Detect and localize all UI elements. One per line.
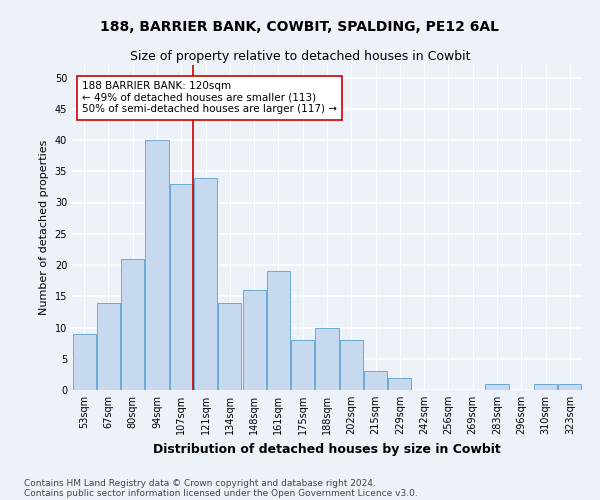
Bar: [291, 340, 314, 390]
Bar: [218, 302, 241, 390]
Bar: [388, 378, 412, 390]
Bar: [534, 384, 557, 390]
Text: Contains public sector information licensed under the Open Government Licence v3: Contains public sector information licen…: [24, 488, 418, 498]
Bar: [485, 384, 509, 390]
Text: 188, BARRIER BANK, COWBIT, SPALDING, PE12 6AL: 188, BARRIER BANK, COWBIT, SPALDING, PE1…: [101, 20, 499, 34]
Bar: [121, 259, 144, 390]
X-axis label: Distribution of detached houses by size in Cowbit: Distribution of detached houses by size …: [153, 442, 501, 456]
Bar: [340, 340, 363, 390]
Bar: [364, 371, 387, 390]
Y-axis label: Number of detached properties: Number of detached properties: [39, 140, 49, 315]
Bar: [194, 178, 217, 390]
Text: 188 BARRIER BANK: 120sqm
← 49% of detached houses are smaller (113)
50% of semi-: 188 BARRIER BANK: 120sqm ← 49% of detach…: [82, 81, 337, 114]
Bar: [316, 328, 338, 390]
Bar: [242, 290, 266, 390]
Bar: [73, 334, 95, 390]
Bar: [145, 140, 169, 390]
Bar: [267, 271, 290, 390]
Bar: [170, 184, 193, 390]
Bar: [559, 384, 581, 390]
Text: Size of property relative to detached houses in Cowbit: Size of property relative to detached ho…: [130, 50, 470, 63]
Bar: [97, 302, 120, 390]
Text: Contains HM Land Registry data © Crown copyright and database right 2024.: Contains HM Land Registry data © Crown c…: [24, 478, 376, 488]
